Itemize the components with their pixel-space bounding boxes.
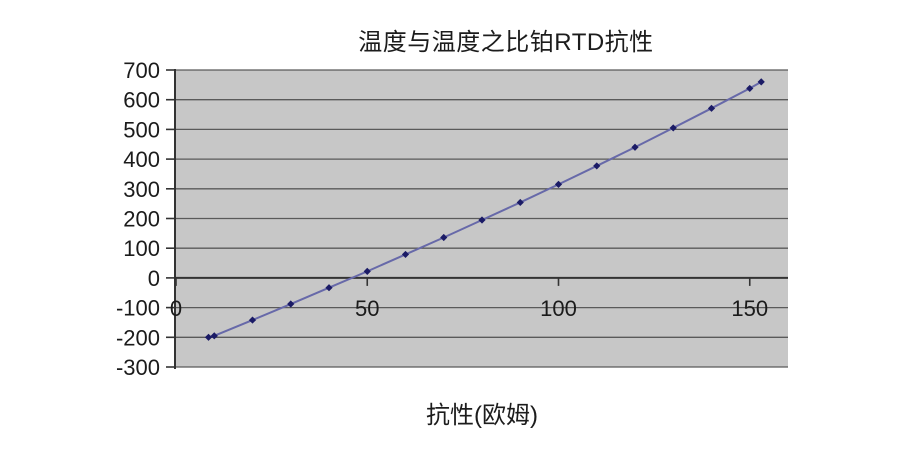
y-tick-label: 100 [123,236,160,261]
data-point-marker [707,104,716,112]
data-point-marker [669,124,677,132]
x-tick-label: 0 [170,296,182,321]
y-tick-label: 200 [123,207,160,232]
chart-title: 温度与温度之比铂RTD抗性 [358,29,654,56]
y-tick-label: 400 [123,147,160,172]
data-point-marker [440,233,448,242]
x-tick-label: 150 [731,296,768,321]
data-point-marker [478,216,486,224]
data-point-marker [401,250,410,259]
data-point-marker [248,316,257,324]
y-tick-label: 700 [123,58,160,83]
data-point-marker [631,143,639,151]
y-tick-label: -300 [116,355,160,380]
x-tick-label: 100 [540,296,577,321]
x-axis-title: 抗性(欧姆) [426,402,538,429]
data-point-marker [746,84,754,93]
y-tick-label: -100 [116,296,160,321]
data-point-marker [204,333,213,341]
data-point-marker [593,162,601,170]
y-tick-label: 300 [123,177,160,202]
data-point-marker [363,267,371,275]
data-point-marker [210,332,218,340]
data-point-marker [516,198,524,207]
x-tick-label: 50 [355,296,379,321]
data-point-marker [287,300,295,308]
y-tick-label: -200 [116,325,160,350]
y-tick-label: 0 [148,266,160,291]
y-tick-label: 600 [123,88,160,113]
y-tick-label: 500 [123,117,160,142]
data-point-marker [554,180,563,188]
data-point-marker [325,284,333,292]
data-point-marker [757,78,765,86]
